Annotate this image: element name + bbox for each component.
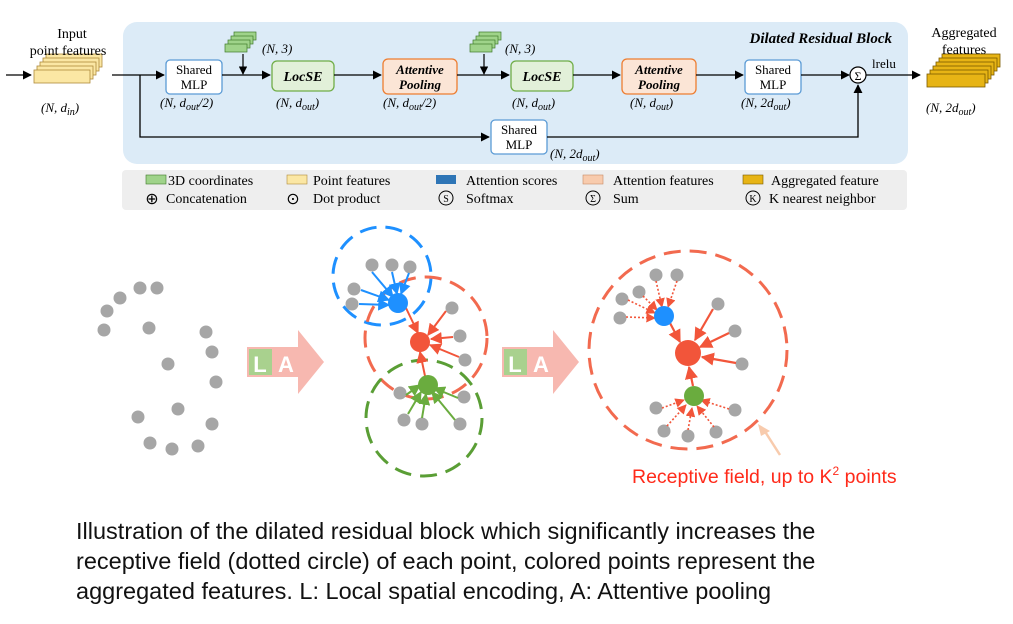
- shared-mlp-2-line2: MLP: [760, 77, 787, 92]
- attentive-pooling-1-box: [382, 58, 458, 95]
- shared-mlp-1-line1: Shared: [176, 62, 213, 77]
- la-arrow-1: L A: [247, 330, 324, 394]
- la-1-L: L: [253, 352, 266, 377]
- receptive-pointer-head: [758, 424, 770, 436]
- skip-connection-line: [139, 75, 490, 142]
- sum-legend-symbol: Σ: [590, 194, 596, 205]
- locse-1-dims: (N, dout): [276, 95, 319, 113]
- attentive-pooling-2-line2: Pooling: [638, 77, 680, 92]
- first-aggregation: [331, 225, 489, 478]
- caption-line-1: Illustration of the dilated residual blo…: [76, 518, 816, 544]
- output-features-stack: [926, 53, 1001, 88]
- coords-dims-2: (N, 3): [505, 41, 535, 56]
- green-point-stage3: [684, 386, 704, 406]
- shared-mlp-skip-line1: Shared: [501, 122, 538, 137]
- legend-row-2: ⊕ Concatenation ⊙ Dot product S Softmax …: [145, 190, 876, 208]
- output-label-line1: Aggregated: [931, 26, 996, 41]
- input-label-line2: point features: [30, 44, 107, 59]
- block-background: [123, 22, 908, 164]
- legend-text-point-features: Point features: [313, 174, 390, 189]
- legend-text-concatenation: Concatenation: [166, 192, 247, 207]
- locse-2-box: [510, 60, 574, 92]
- receptive-pointer: [762, 429, 782, 456]
- caption-line-2: receptive field (dotted circle) of each …: [76, 548, 816, 574]
- legend-swatch-point-features: [286, 174, 308, 185]
- dilated-aggregation: [587, 249, 789, 456]
- shared-mlp-1-box: [165, 59, 223, 95]
- skip-to-sum-line: [547, 84, 863, 138]
- red-neighborhood: [363, 275, 489, 401]
- sum-legend-circle: [585, 190, 601, 206]
- knn-symbol: K: [749, 194, 757, 205]
- legend-background: [122, 170, 907, 210]
- la-arrow-2: L A: [502, 330, 579, 394]
- input-dims: (N, din): [41, 100, 79, 118]
- receptive-field-label: Receptive field, up to K2 points: [632, 464, 897, 488]
- shared-mlp-skip-dims: (N, 2dout): [550, 146, 600, 164]
- block-title: Dilated Residual Block: [749, 31, 893, 47]
- attentive-pooling-1-line1: Attentive: [395, 62, 444, 77]
- la-1-A: A: [278, 352, 294, 377]
- attentive-pooling-1-line2: Pooling: [399, 77, 441, 92]
- softmax-symbol-circle: [438, 190, 454, 206]
- blue-point: [388, 293, 408, 313]
- red-point: [410, 332, 430, 352]
- locse-2-label: LocSE: [522, 70, 562, 85]
- blue-neighborhood: [331, 225, 433, 327]
- la-2-A: A: [533, 352, 549, 377]
- legend-text-softmax: Softmax: [466, 192, 513, 207]
- sum-symbol: Σ: [855, 69, 862, 83]
- locse-1-box: [271, 60, 335, 92]
- legend-text-dot-product: Dot product: [313, 192, 380, 207]
- softmax-symbol: S: [443, 194, 449, 205]
- input-label-line1: Input: [57, 27, 87, 42]
- activation-label: lrelu: [872, 56, 896, 71]
- coords-dims-1: (N, 3): [262, 41, 292, 56]
- shared-mlp-2-box: [744, 59, 802, 95]
- legend-text-sum: Sum: [613, 192, 639, 207]
- legend-swatch-attention-features: [582, 174, 604, 185]
- coords-stack-1: [224, 31, 257, 53]
- attentive-pooling-2-dims: (N, dout): [630, 95, 673, 113]
- locse-2-dims: (N, dout): [512, 95, 555, 113]
- input-features-stack: [33, 53, 103, 84]
- shared-mlp-2-dims: (N, 2dout): [741, 95, 791, 113]
- shared-mlp-1-dims: (N, dout/2): [160, 95, 213, 113]
- legend-text-aggregated: Aggregated feature: [771, 174, 879, 189]
- shared-mlp-skip-line2: MLP: [506, 137, 533, 152]
- blue-point-stage3: [654, 306, 674, 326]
- shared-mlp-2-line1: Shared: [755, 62, 792, 77]
- diagram-canvas: Dilated Residual Block Input point featu…: [6, 22, 1001, 488]
- legend-text-attention-scores: Attention scores: [466, 174, 557, 189]
- legend-text-knn: K nearest neighbor: [769, 192, 876, 207]
- legend-swatch-coords: [145, 174, 167, 185]
- shared-mlp-1-line2: MLP: [181, 77, 208, 92]
- coords-stack-2: [469, 31, 502, 53]
- receptive-field-circle: [587, 249, 789, 451]
- output-label-line2: features: [942, 43, 986, 58]
- initial-point-cloud: [97, 281, 223, 456]
- red-point-stage3: [675, 340, 701, 366]
- knn-symbol-circle: [745, 190, 761, 206]
- legend-text-attention-features: Attention features: [613, 174, 714, 189]
- legend-row-1: 3D coordinates Point features Attention …: [145, 174, 879, 189]
- la-2-L: L: [508, 352, 521, 377]
- concat-symbol: ⊕: [145, 191, 158, 208]
- legend-text-coords: 3D coordinates: [168, 174, 253, 189]
- output-dims: (N, 2dout): [926, 100, 976, 118]
- legend-swatch-aggregated: [742, 174, 764, 185]
- green-point: [418, 375, 438, 395]
- caption-line-3: aggregated features. L: Local spatial en…: [76, 578, 772, 604]
- attentive-pooling-2-box: [621, 58, 697, 95]
- attentive-pooling-2-line1: Attentive: [634, 62, 683, 77]
- caption: Illustration of the dilated residual blo…: [76, 516, 976, 606]
- attentive-pooling-1-dims: (N, dout/2): [383, 95, 436, 113]
- legend-swatch-attention-scores: [436, 175, 456, 184]
- dot-product-symbol: ⊙: [286, 191, 299, 208]
- locse-1-label: LocSE: [283, 70, 323, 85]
